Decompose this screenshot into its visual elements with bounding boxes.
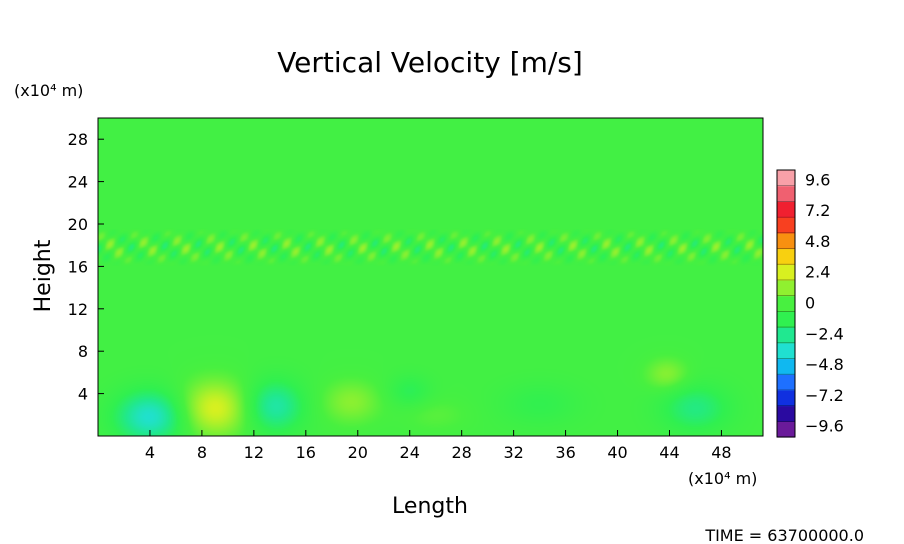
plot-area [97, 117, 764, 437]
colorbar-segment [777, 217, 795, 234]
y-tick-label: 16 [68, 257, 88, 276]
x-axis-unit: (x10⁴ m) [688, 469, 757, 488]
x-tick-label: 12 [244, 443, 264, 462]
colorbar-segment [777, 358, 795, 375]
y-tick-label: 12 [68, 300, 88, 319]
chart-title: Vertical Velocity [m/s] [277, 46, 583, 79]
colorbar-segment [777, 421, 795, 438]
colorbar-frame [776, 169, 796, 438]
x-tick-label: 4 [145, 443, 155, 462]
x-tick-label: 36 [555, 443, 575, 462]
x-tick-label: 20 [348, 443, 368, 462]
colorbar-segment [777, 342, 795, 360]
colorbar-segment [777, 248, 795, 265]
colorbar-segment [777, 170, 795, 187]
time-label: TIME = 63700000.0 [704, 526, 864, 544]
colorbar-tick-label: 7.2 [805, 201, 830, 220]
y-tick-label: 20 [68, 215, 88, 234]
x-tick-label: 16 [296, 443, 316, 462]
colorbar [776, 169, 796, 438]
colorbar-segment [777, 295, 795, 312]
y-axis-ticks: 4 8 12 16 20 24 28 [68, 130, 104, 404]
y-tick-label: 24 [68, 173, 88, 192]
colorbar-tick-label: 4.8 [805, 232, 830, 251]
y-axis-label: Height [31, 239, 56, 312]
colorbar-tick-label: 2.4 [805, 263, 830, 282]
colorbar-segment [777, 232, 795, 250]
colorbar-tick-label: 9.6 [805, 170, 830, 189]
x-axis-ticks: 4 8 12 16 20 24 28 32 36 40 44 48 [145, 430, 732, 462]
x-tick-label: 8 [197, 443, 207, 462]
colorbar-segment [777, 389, 795, 407]
y-axis-unit: (x10⁴ m) [14, 81, 83, 100]
heatmap-image [98, 118, 763, 436]
colorbar-tick-label: −4.8 [805, 355, 844, 374]
x-tick-label: 24 [400, 443, 420, 462]
x-axis-label: Length [392, 494, 468, 519]
colorbar-ticks: 9.6 7.2 4.8 2.4 0 −2.4 −4.8 −7.2 −9.6 [805, 170, 844, 435]
colorbar-segment [777, 311, 795, 328]
x-tick-label: 44 [659, 443, 679, 462]
x-tick-label: 28 [451, 443, 471, 462]
x-tick-label: 40 [607, 443, 627, 462]
colorbar-segment [777, 405, 795, 422]
y-tick-label: 8 [78, 342, 88, 361]
colorbar-segment [777, 201, 795, 218]
colorbar-tick-label: −7.2 [805, 386, 844, 405]
colorbar-segment [777, 279, 795, 297]
x-tick-label: 32 [503, 443, 523, 462]
colorbar-tick-label: 0 [805, 294, 815, 313]
y-tick-label: 28 [68, 130, 88, 149]
colorbar-segment [777, 185, 795, 203]
x-tick-label: 48 [711, 443, 731, 462]
colorbar-tick-label: −9.6 [805, 417, 844, 436]
colorbar-tick-label: −2.4 [805, 324, 844, 343]
colorbar-segment [777, 264, 795, 281]
y-tick-label: 4 [78, 385, 88, 404]
plot-frame [97, 117, 764, 437]
colorbar-segment [777, 374, 795, 391]
colorbar-segment [777, 327, 795, 344]
